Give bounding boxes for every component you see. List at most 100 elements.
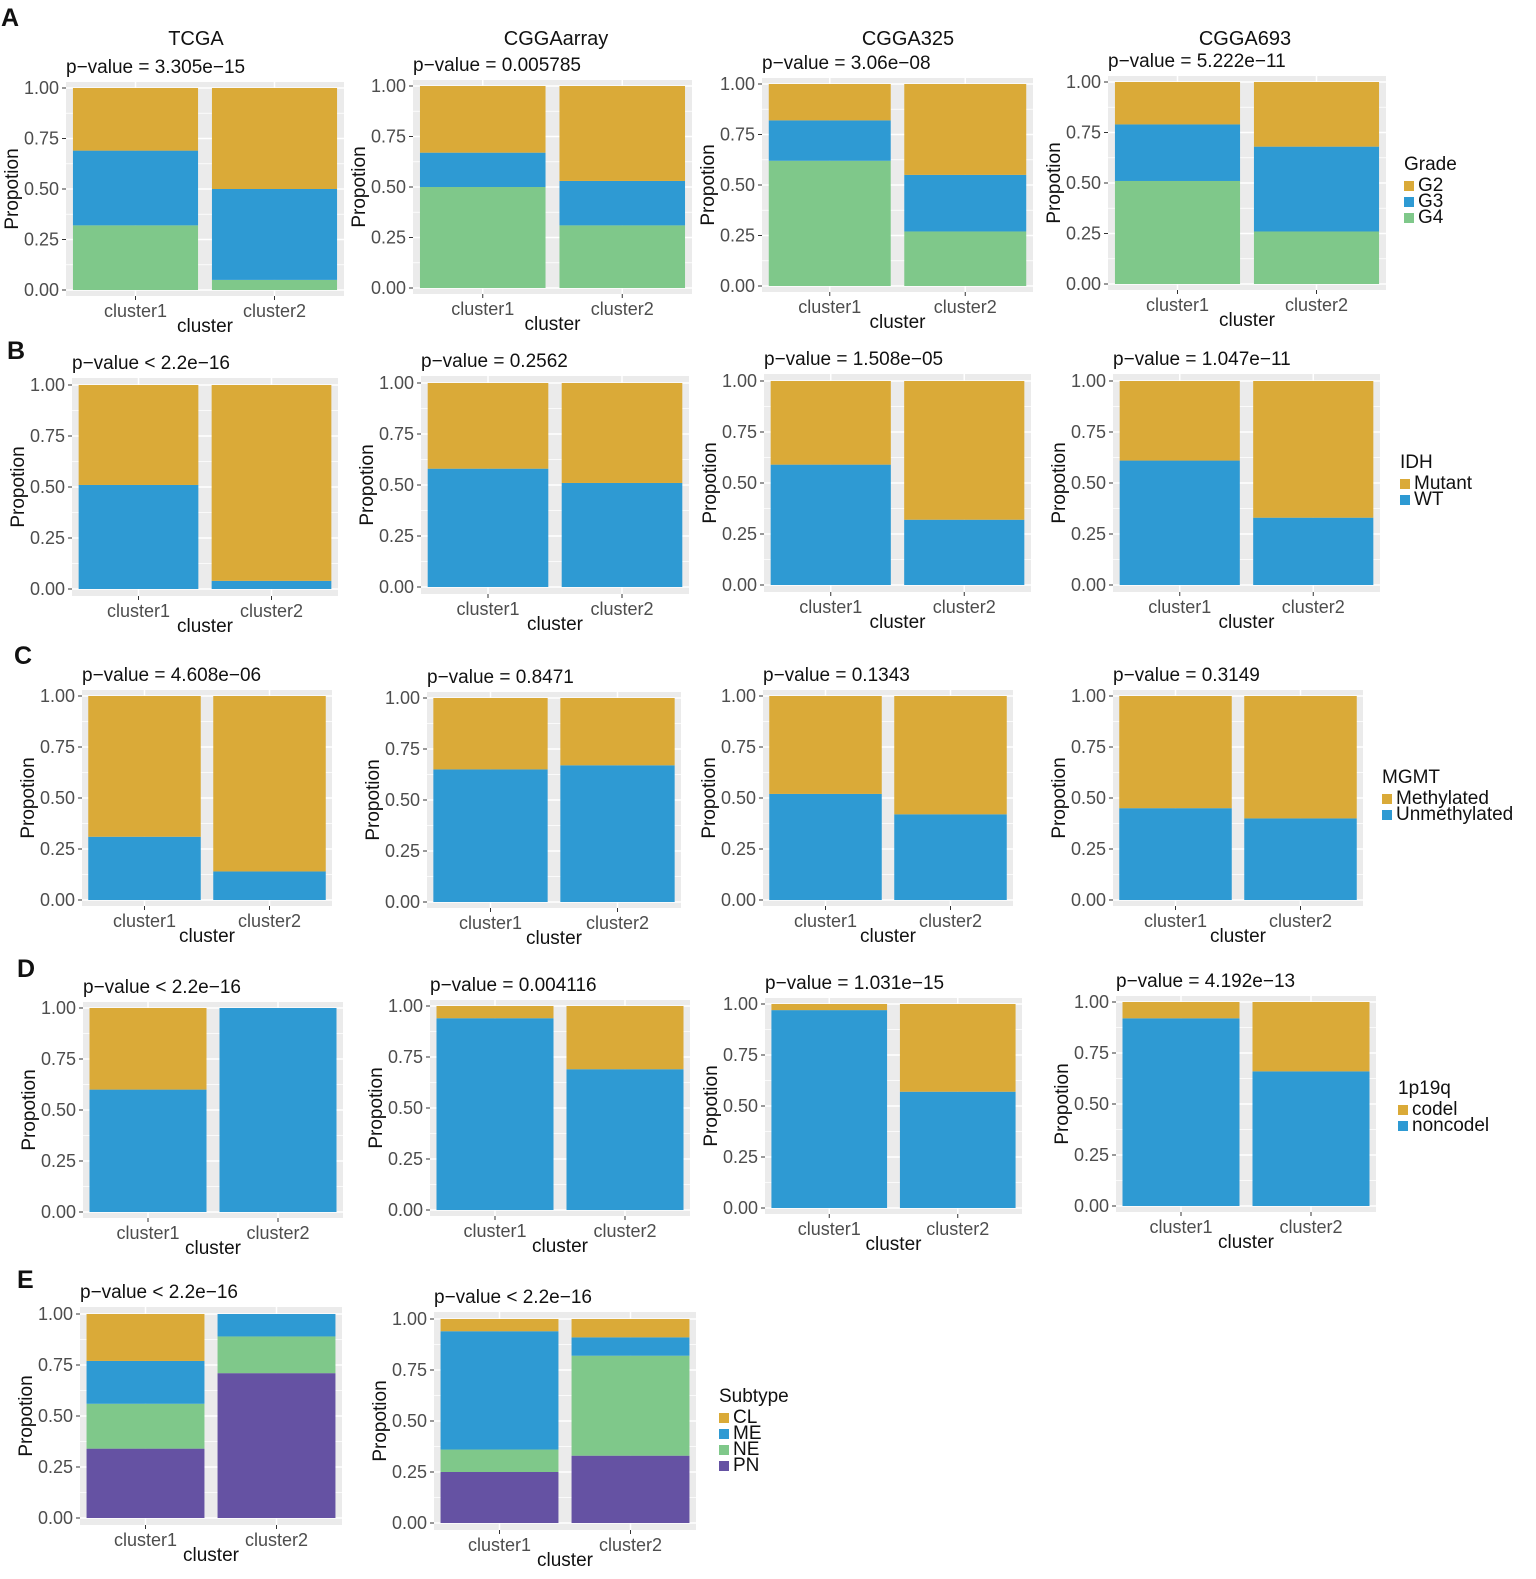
panel-c-cgga693: 0.00 0.25 0.50 0.75 1.00 cluster1 cluster2clus… — [1049, 665, 1363, 947]
x-tick-label-cluster1: cluster1 — [1146, 295, 1209, 315]
y-tick-label: 0.50 — [41, 1100, 76, 1120]
bar-cluster1-wt — [427, 468, 549, 587]
p-value-title: p−value = 0.2562 — [421, 351, 568, 372]
y-axis-title: Propotion — [699, 757, 720, 838]
panel-b-cgga693: 0.00 0.25 0.50 0.75 1.00 cluster1 cluster2 clus… — [1049, 349, 1380, 633]
panel-a-cgga325: 0.00 0.25 0.50 0.75 1.00 cluster1 cluster2 clus… — [698, 53, 1033, 333]
x-tick-label-cluster1: cluster1 — [463, 1221, 526, 1241]
y-tick-label: 0.50 — [40, 788, 75, 808]
panel-b-cgga325: 0.00 0.25 0.50 0.75 1.00 cluster1 cluster2 clus… — [700, 349, 1031, 633]
legend-label-g3: G3 — [1418, 191, 1443, 212]
y-tick-label: 0.00 — [1074, 1196, 1109, 1216]
bar-cluster1-unmethylated — [769, 793, 882, 900]
bar-cluster1-noncodel — [436, 1018, 554, 1210]
y-tick-label: 0.75 — [40, 737, 75, 757]
y-axis-title: Propotion — [363, 759, 384, 840]
y-tick-label: 0.25 — [38, 1457, 73, 1477]
panel-b-cggaarray: 0.00 0.25 0.50 0.75 1.00 cluster1 cluster2 clus… — [357, 351, 689, 635]
bar-cluster1-g2 — [1114, 82, 1241, 125]
y-axis-title: Propotion — [357, 444, 378, 525]
y-tick-label: 0.00 — [1066, 274, 1101, 294]
p-value-title: p−value = 1.508e−05 — [764, 349, 943, 370]
x-tick-label-cluster1: cluster1 — [1149, 1217, 1212, 1237]
y-axis-title: Propotion — [1044, 142, 1065, 223]
legend-title: MGMT — [1382, 767, 1440, 788]
legend-key-ne — [719, 1445, 729, 1455]
bar-cluster1-codel — [436, 1006, 554, 1019]
y-axis-title: Propotion — [1049, 442, 1070, 523]
y-tick-label: 0.00 — [379, 577, 414, 597]
bar-cluster1-noncodel — [89, 1089, 207, 1212]
p-value-title: p−value = 3.06e−08 — [762, 53, 931, 74]
legend-key-wt — [1400, 495, 1410, 505]
row-letter-b: B — [7, 337, 25, 365]
bar-cluster2-cl — [571, 1319, 690, 1338]
bar-cluster1-g2 — [72, 88, 199, 151]
bar-cluster1-wt — [1119, 460, 1240, 585]
bar-cluster2-codel — [1252, 1002, 1370, 1072]
x-tick-label-cluster1: cluster1 — [114, 1530, 177, 1550]
x-tick-label-cluster2: cluster2 — [926, 1219, 989, 1239]
column-title-cgga693: CGGA693 — [1199, 28, 1291, 50]
panel-d-tcga: 0.00 0.25 0.50 0.75 1.00 cluster1 cluster2clus… — [19, 977, 343, 1259]
legend-label-cl: CL — [733, 1407, 757, 1428]
y-tick-label: 0.25 — [24, 230, 59, 250]
legend-label-unmethylated: Unmethylated — [1396, 804, 1513, 825]
y-tick-label: 1.00 — [1071, 371, 1106, 391]
bar-cluster2-mutant — [904, 381, 1025, 520]
bar-cluster1-g4 — [768, 160, 891, 286]
bar-cluster2-g2 — [559, 86, 686, 181]
y-axis-title: Propotion — [8, 446, 29, 527]
panel-c-cgga325: 0.00 0.25 0.50 0.75 1.00 cluster1 cluster2clus… — [699, 665, 1013, 947]
x-tick-label-cluster2: cluster2 — [245, 1530, 308, 1550]
bar-cluster2-g3 — [1253, 146, 1380, 232]
legend-label-methylated: Methylated — [1396, 788, 1489, 809]
y-tick-label: 0.75 — [379, 424, 414, 444]
y-axis-title: Propotion — [1052, 1063, 1073, 1144]
bar-cluster2-codel — [899, 1004, 1016, 1092]
x-tick-label-cluster1: cluster1 — [799, 597, 862, 617]
x-tick-label-cluster2: cluster2 — [586, 913, 649, 933]
panel-b-tcga: 0.00 0.25 0.50 0.75 1.00 cluster1 cluster2 clus… — [8, 353, 338, 637]
bar-cluster2-unmethylated — [894, 814, 1007, 900]
bar-cluster2-unmethylated — [560, 765, 675, 902]
legend-label-noncodel: noncodel — [1412, 1115, 1489, 1136]
y-tick-label: 1.00 — [1071, 686, 1106, 706]
x-axis-title: cluster — [1219, 310, 1276, 331]
bar-cluster1-me — [440, 1331, 559, 1450]
bar-cluster1-unmethylated — [88, 836, 201, 900]
legend-label-g4: G4 — [1418, 207, 1444, 228]
bar-cluster2-me — [217, 1314, 336, 1337]
legend-key-g4 — [1404, 213, 1414, 223]
x-axis-title: cluster — [870, 612, 927, 633]
y-tick-label: 1.00 — [1066, 72, 1101, 92]
x-axis-title: cluster — [177, 616, 234, 637]
p-value-title: p−value = 3.305e−15 — [66, 57, 245, 78]
y-tick-label: 0.00 — [385, 892, 420, 912]
panel-d-cgga325: 0.00 0.25 0.50 0.75 1.00 cluster1 cluster2clus… — [701, 973, 1022, 1255]
p-value-title: p−value < 2.2e−16 — [72, 353, 230, 374]
y-tick-label: 0.25 — [40, 839, 75, 859]
bar-cluster1-mutant — [427, 383, 549, 469]
y-tick-label: 0.00 — [371, 278, 406, 298]
legend-key-unmethylated — [1382, 810, 1392, 820]
bar-cluster2-g4 — [211, 279, 338, 290]
p-value-title: p−value < 2.2e−16 — [434, 1287, 592, 1308]
y-tick-label: 0.50 — [38, 1406, 73, 1426]
y-tick-label: 0.25 — [392, 1462, 427, 1482]
y-tick-label: 0.00 — [720, 276, 755, 296]
bar-cluster2-mutant — [561, 383, 683, 483]
x-axis-title: cluster — [1210, 926, 1267, 947]
y-tick-label: 0.25 — [388, 1149, 423, 1169]
y-tick-label: 0.50 — [371, 177, 406, 197]
y-tick-label: 0.25 — [1071, 839, 1106, 859]
y-tick-label: 0.75 — [722, 422, 757, 442]
bar-cluster2-wt — [904, 519, 1025, 585]
legend-key-codel — [1398, 1105, 1408, 1115]
bar-cluster2-g3 — [904, 174, 1027, 232]
y-axis-title: Propotion — [16, 1375, 37, 1456]
bar-cluster2-g2 — [1253, 82, 1380, 147]
bar-cluster2-methylated — [560, 698, 675, 766]
y-tick-label: 0.25 — [721, 839, 756, 859]
